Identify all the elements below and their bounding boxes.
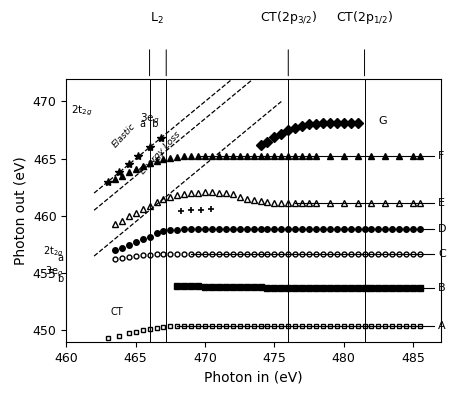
Text: CT(2p$_{1/2}$): CT(2p$_{1/2}$) bbox=[336, 9, 393, 26]
Text: a: a bbox=[57, 253, 64, 263]
Text: G: G bbox=[378, 116, 387, 126]
Text: D: D bbox=[438, 224, 447, 234]
Text: CT(2p$_{3/2}$): CT(2p$_{3/2}$) bbox=[260, 9, 317, 26]
Text: 2t$_{2g}$: 2t$_{2g}$ bbox=[43, 244, 64, 259]
Text: 3e$_g$: 3e$_g$ bbox=[45, 265, 64, 279]
Text: F: F bbox=[438, 151, 445, 161]
Text: B: B bbox=[438, 283, 446, 292]
Text: CT: CT bbox=[111, 307, 123, 317]
Text: 2t$_{2g}$: 2t$_{2g}$ bbox=[71, 104, 92, 118]
Y-axis label: Photon out (eV): Photon out (eV) bbox=[13, 156, 27, 264]
Text: C: C bbox=[438, 249, 446, 259]
Text: b: b bbox=[57, 274, 64, 284]
Text: Energy Loss: Energy Loss bbox=[138, 130, 182, 176]
Text: L$_2$: L$_2$ bbox=[150, 11, 164, 26]
X-axis label: Photon in (eV): Photon in (eV) bbox=[204, 370, 303, 384]
Text: Elastic: Elastic bbox=[111, 122, 137, 150]
Text: 3e$_g$: 3e$_g$ bbox=[140, 112, 159, 126]
Text: A: A bbox=[438, 321, 446, 331]
Text: E: E bbox=[438, 198, 445, 208]
Text: a  b: a b bbox=[140, 119, 158, 129]
